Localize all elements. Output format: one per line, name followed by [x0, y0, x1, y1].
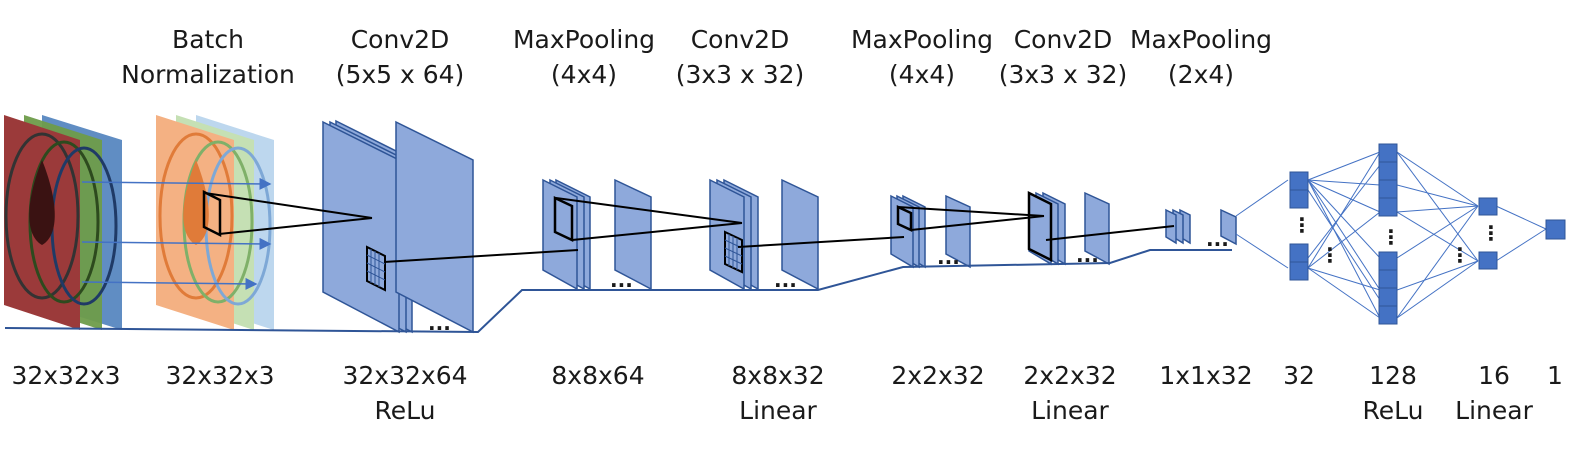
- pool3-title: MaxPooling (2x4): [1129, 25, 1273, 89]
- pool1-title: MaxPooling (4x4): [512, 25, 656, 89]
- conv3-ellipsis: ...: [1076, 243, 1099, 267]
- pool3-shape-label: 1x1x32: [1159, 361, 1253, 390]
- pool1-shape-label: 8x8x64: [551, 361, 645, 390]
- input-image-stack: [4, 115, 122, 330]
- output-shape-label: 1: [1547, 361, 1563, 390]
- batchnorm-image-stack: [156, 115, 274, 330]
- bn-dial-icon: [158, 132, 234, 300]
- conv2-title: Conv2D (3x3 x 32): [675, 25, 805, 89]
- dense32-vellipsis: ⋮: [1292, 213, 1312, 237]
- dense32-shape-label: 32: [1283, 361, 1315, 390]
- conv2-shape-label: 8x8x32 Linear: [731, 361, 825, 425]
- pool2-title: MaxPooling (4x4): [850, 25, 994, 89]
- pool3-feature-maps: [1165, 208, 1237, 246]
- input-dial-icon: [4, 132, 80, 300]
- conv3-shape-label: 2x2x32 Linear: [1023, 361, 1117, 425]
- bn-needle-icon: [183, 160, 209, 245]
- dense32-nodes: [1289, 171, 1309, 281]
- baseline: [4, 249, 1232, 334]
- pool2-shape-label: 2x2x32: [891, 361, 985, 390]
- conv1-kernel-grid: [366, 245, 386, 292]
- pool1-feature-maps: [542, 178, 652, 291]
- conv1-shape-label: 32x32x64 ReLu: [342, 361, 468, 425]
- pool2-ellipsis: ...: [937, 245, 960, 269]
- dense16-vellipsis: ⋮: [1481, 221, 1501, 245]
- batchnorm-title: Batch Normalization: [121, 25, 295, 89]
- conv1-ellipsis: ...: [428, 311, 451, 335]
- dense128-shape-label: 128 ReLu: [1362, 361, 1424, 425]
- conv2-ellipsis: ...: [774, 268, 797, 292]
- dense128-vellipsis: ⋮: [1381, 225, 1401, 249]
- pool1-ellipsis: ...: [610, 268, 633, 292]
- dense-connections: [1235, 151, 1547, 319]
- conv1-title: Conv2D (5x5 x 64): [335, 25, 465, 89]
- output-node: [1545, 219, 1566, 240]
- input-shape-label: 32x32x3: [11, 361, 121, 390]
- dense128-nodes: [1378, 143, 1398, 325]
- dense16-side-vellipsis: ⋮: [1450, 243, 1470, 267]
- projection-lines: [204, 192, 1175, 263]
- bn-kernel-window: [202, 189, 222, 238]
- dial-needle-icon: [29, 160, 55, 245]
- dense16-nodes: [1478, 197, 1498, 270]
- input-to-bn-arrows: [81, 177, 272, 290]
- conv3-kernel-window: [1027, 190, 1053, 263]
- batchnorm-shape-label: 32x32x3: [165, 361, 275, 390]
- pool3-ellipsis: ...: [1206, 227, 1229, 251]
- conv3-title: Conv2D (3x3 x 32): [998, 25, 1128, 89]
- pool2-feature-maps: [890, 194, 971, 269]
- dense16-shape-label: 16 Linear: [1455, 361, 1533, 425]
- dense32-side-vellipsis: ⋮: [1320, 243, 1340, 267]
- conv1-feature-maps: [322, 119, 474, 334]
- conv2-kernel-grid: [724, 230, 743, 274]
